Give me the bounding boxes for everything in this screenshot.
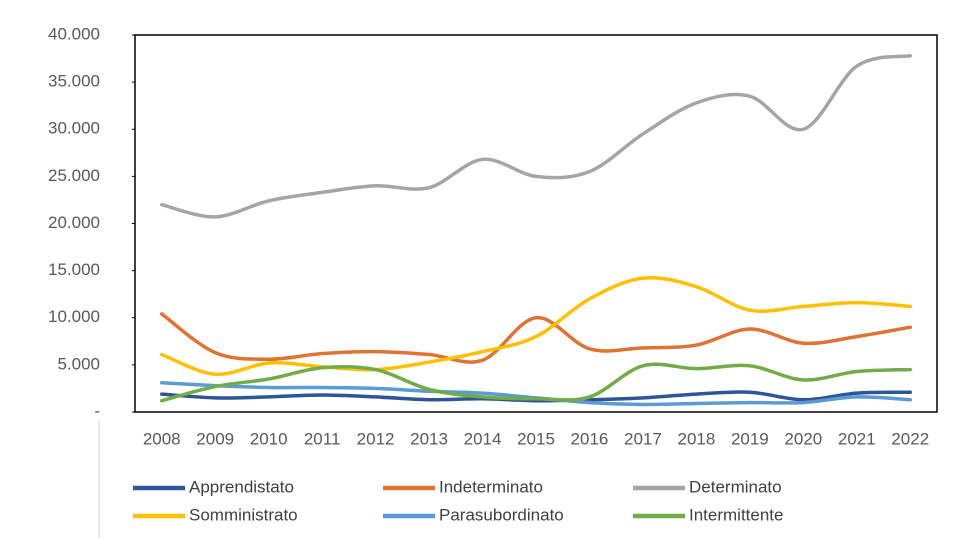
legend-label: Indeterminato [439, 477, 543, 496]
x-tick-label: 2018 [677, 429, 715, 448]
y-tick-label: 10.000 [48, 307, 100, 326]
x-tick-label: 2011 [304, 429, 341, 448]
legend-label: Intermittente [689, 505, 784, 524]
series-line [159, 390, 913, 403]
series-line [159, 362, 913, 403]
y-tick-label: 25.000 [48, 166, 100, 185]
x-tick-label: 2008 [143, 429, 181, 448]
legend-label: Parasubordinato [439, 505, 564, 524]
y-tick-label: 40.000 [48, 24, 100, 43]
legend-label: Determinato [689, 477, 782, 496]
series-line [159, 53, 913, 219]
series-line [159, 312, 913, 364]
x-tick-label: 2020 [784, 429, 822, 448]
x-tick-label: 2022 [891, 429, 929, 448]
y-tick-label: 30.000 [48, 119, 100, 138]
x-tick-label: 2019 [731, 429, 769, 448]
x-tick-label: 2014 [464, 429, 502, 448]
y-tick-label: 20.000 [48, 213, 100, 232]
x-tick-label: 2017 [624, 429, 662, 448]
x-tick-label: 2009 [196, 429, 234, 448]
y-tick-label: 15.000 [48, 260, 100, 279]
x-tick-label: 2012 [357, 429, 395, 448]
x-tick-label: 2015 [517, 429, 555, 448]
x-tick-label: 2021 [838, 429, 876, 448]
legend-label: Apprendistato [189, 477, 294, 496]
legend-label: Somministrato [189, 505, 298, 524]
y-tick-label: 5.000 [57, 354, 100, 373]
y-tick-label: - [94, 401, 100, 420]
x-tick-label: 2016 [571, 429, 609, 448]
series-line [159, 275, 913, 377]
y-tick-label: 35.000 [48, 72, 100, 91]
x-tick-label: 2010 [250, 429, 288, 448]
x-tick-label: 2013 [410, 429, 448, 448]
